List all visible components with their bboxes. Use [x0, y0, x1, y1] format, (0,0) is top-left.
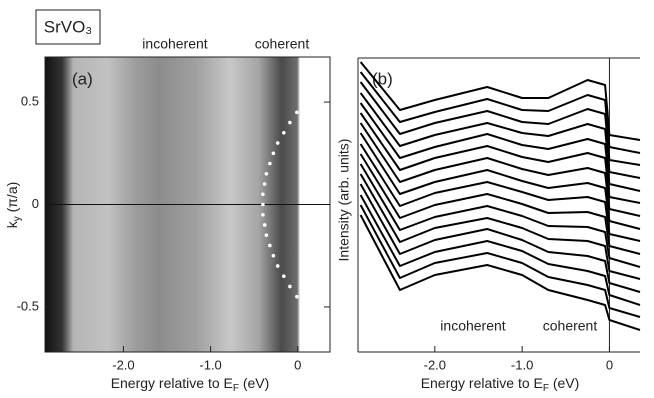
- material: SrVO₃: [44, 17, 93, 36]
- spectrum: [359, 102, 641, 192]
- spectrum: [359, 122, 641, 217]
- y-tick-label: -0.5: [17, 298, 39, 313]
- annotation: coherent: [543, 318, 598, 334]
- x-axis-label-part: (eV): [549, 375, 579, 391]
- dispersion-point: [268, 243, 272, 248]
- x-axis-label: Energy relative to EF (eV): [111, 375, 270, 394]
- annotation: incoherent: [142, 36, 207, 52]
- dispersion-point: [295, 294, 299, 299]
- x-tick-label: -2.0: [112, 357, 134, 372]
- dispersion-point: [268, 161, 272, 166]
- spectrum: [359, 153, 641, 255]
- dispersion-point: [271, 253, 276, 258]
- dispersion-point: [264, 233, 269, 238]
- dispersion-point: [261, 202, 265, 207]
- dispersion-point: [262, 223, 267, 227]
- x-tick-label: -2.0: [424, 357, 446, 372]
- dispersion-point: [261, 212, 265, 217]
- spectrum: [359, 112, 641, 204]
- dispersion-point: [271, 151, 276, 156]
- spectrum: [359, 61, 641, 141]
- x-tick-label: 0: [606, 357, 613, 372]
- spectrum: [359, 132, 641, 230]
- spectrum: [359, 214, 641, 331]
- annotation: coherent: [255, 36, 310, 52]
- x-axis-label-sub: F: [543, 383, 549, 394]
- y-axis-label: ky (π/a): [4, 182, 23, 229]
- x-axis-label-part: Energy relative to E: [421, 375, 543, 391]
- dispersion-point: [288, 284, 292, 289]
- dispersion-point: [275, 141, 280, 145]
- x-axis-label-part: Energy relative to E: [111, 375, 233, 391]
- y-axis-label-sub: y: [12, 216, 23, 221]
- annotation: incoherent: [440, 318, 505, 334]
- x-tick-label: -1.0: [511, 357, 533, 372]
- spectrum: [359, 71, 641, 154]
- dispersion-point: [288, 120, 292, 125]
- y-tick-label: 0: [32, 196, 39, 211]
- spectrum: [359, 194, 641, 306]
- dispersion-point: [282, 130, 286, 135]
- dispersion-point: [261, 192, 265, 197]
- dispersion-point: [282, 274, 286, 279]
- material-box: [35, 9, 101, 45]
- dispersion-point: [262, 182, 267, 186]
- dispersion-point: [295, 110, 299, 115]
- spectrum: [359, 173, 641, 280]
- spectrum: [359, 92, 641, 179]
- spectrum: [359, 81, 641, 166]
- x-axis-label-part: (eV): [239, 375, 269, 391]
- y-tick-label: 0.5: [21, 94, 39, 109]
- y-axis-label-part: (π/a): [4, 182, 20, 217]
- dispersion-point: [264, 171, 269, 176]
- x-axis-label: Energy relative to EF (eV): [421, 375, 580, 394]
- spectrum: [359, 163, 641, 268]
- dispersion-point: [275, 264, 280, 268]
- panel-label: (a): [72, 69, 93, 88]
- x-axis-label-sub: F: [233, 383, 239, 394]
- spectrum: [359, 143, 641, 242]
- y-axis-label: Intensity (arb. units): [336, 139, 352, 262]
- spectrum: [359, 183, 641, 293]
- y-axis-label-part: k: [4, 220, 20, 228]
- x-tick-label: -1.0: [199, 357, 221, 372]
- x-tick-label: 0: [294, 357, 301, 372]
- spectrum: [359, 204, 641, 318]
